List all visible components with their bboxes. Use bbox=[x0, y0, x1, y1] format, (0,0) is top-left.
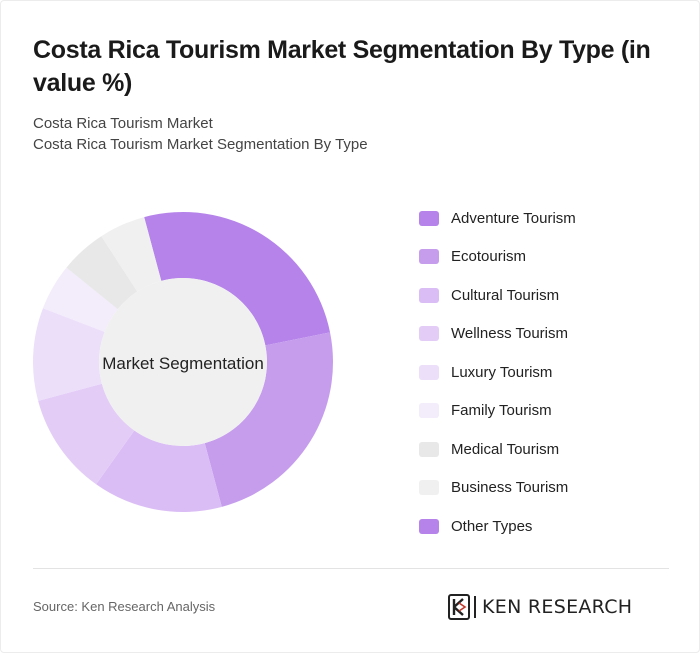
donut-chart: Market Segmentation bbox=[33, 212, 334, 512]
donut-slices bbox=[33, 212, 334, 512]
legend-item-family-tourism: Family Tourism bbox=[419, 392, 689, 431]
chart-title: Costa Rica Tourism Market Segmentation B… bbox=[33, 36, 651, 97]
legend-swatch-wellness-tourism bbox=[419, 326, 439, 342]
legend-swatch-business-tourism bbox=[419, 480, 439, 496]
source-note: Source: Ken Research Analysis bbox=[33, 599, 216, 614]
chart-subtitle-market: Costa Rica Tourism Market bbox=[33, 115, 213, 132]
legend-item-cultural-tourism: Cultural Tourism bbox=[419, 276, 689, 315]
legend-item-medical-tourism: Medical Tourism bbox=[419, 430, 689, 469]
donut-slice-wellness-tourism bbox=[38, 383, 135, 485]
legend-label: Wellness Tourism bbox=[451, 325, 568, 343]
legend-item-wellness-tourism: Wellness Tourism bbox=[419, 315, 689, 354]
legend-swatch-ecotourism bbox=[419, 249, 439, 265]
donut-center-label: Market Segmentation bbox=[102, 354, 264, 373]
legend-swatch-medical-tourism bbox=[419, 441, 439, 457]
donut-hole bbox=[99, 278, 267, 446]
donut-slice-family-tourism bbox=[42, 267, 118, 332]
footer-divider bbox=[33, 568, 669, 569]
ken-research-logo: KEN RESEARCH bbox=[448, 593, 632, 621]
chart-legend: Adventure Tourism Ecotourism Cultural Tour… bbox=[419, 199, 689, 546]
donut-slice-cultural-tourism bbox=[96, 430, 222, 512]
donut-slice-ecotourism bbox=[204, 332, 334, 507]
legend-label: Medical Tourism bbox=[451, 440, 560, 458]
donut-slice-medical-tourism bbox=[66, 236, 138, 310]
legend-swatch-adventure-tourism bbox=[419, 210, 439, 226]
legend-label: Luxury Tourism bbox=[451, 363, 553, 381]
legend-swatch-other-types bbox=[419, 518, 439, 534]
logo-text: KEN RESEARCH bbox=[482, 596, 633, 618]
logo-separator bbox=[474, 596, 476, 618]
legend-label: Adventure Tourism bbox=[451, 209, 576, 227]
legend-swatch-family-tourism bbox=[419, 403, 439, 419]
legend-swatch-luxury-tourism bbox=[419, 364, 439, 380]
legend-label: Other Types bbox=[451, 517, 533, 535]
legend-label: Ecotourism bbox=[451, 248, 527, 266]
legend-label: Family Tourism bbox=[451, 402, 552, 420]
legend-item-business-tourism: Business Tourism bbox=[419, 469, 689, 508]
legend-item-other-types: Other Types bbox=[419, 507, 689, 546]
donut-slice-business-tourism bbox=[101, 217, 162, 292]
chart-subtitle-segmentation: Costa Rica Tourism Market Segmentation B… bbox=[33, 136, 368, 153]
legend-label: Business Tourism bbox=[451, 479, 569, 497]
legend-label: Cultural Tourism bbox=[451, 286, 560, 304]
legend-swatch-cultural-tourism bbox=[419, 287, 439, 303]
legend-item-adventure-tourism: Adventure Tourism bbox=[419, 199, 689, 238]
donut-slice-adventure-tourism bbox=[144, 212, 331, 346]
ken-research-logo-icon bbox=[448, 594, 470, 620]
donut-slice-luxury-tourism bbox=[33, 308, 105, 401]
legend-item-ecotourism: Ecotourism bbox=[419, 238, 689, 277]
legend-item-luxury-tourism: Luxury Tourism bbox=[419, 353, 689, 392]
